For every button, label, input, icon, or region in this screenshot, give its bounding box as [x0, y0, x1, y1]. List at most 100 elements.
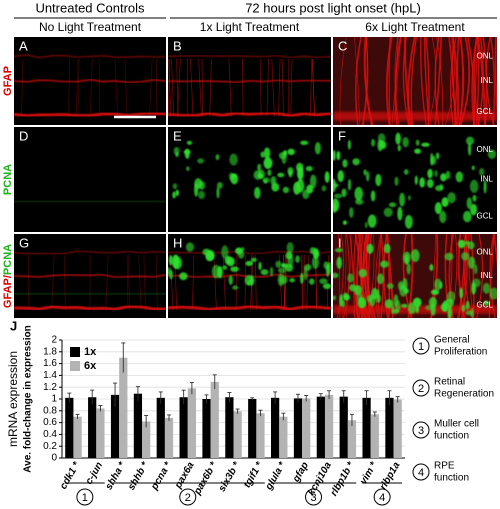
pcna-nucleus — [397, 206, 403, 221]
group-description: function — [434, 473, 469, 484]
pcna-nucleus — [457, 239, 466, 249]
pcna-nucleus — [394, 176, 399, 186]
gfap-band — [168, 111, 331, 118]
pcna-nucleus — [461, 251, 470, 261]
pcna-nucleus — [333, 202, 337, 214]
pcna-nucleus — [466, 197, 473, 210]
error-bar — [349, 413, 354, 427]
error-bar — [387, 390, 392, 405]
gfap-band — [14, 273, 166, 279]
error-bar — [181, 389, 186, 405]
pcna-faint — [14, 200, 166, 203]
pcna-nucleus — [282, 186, 290, 194]
pcna-nucleus — [466, 241, 475, 250]
bar — [316, 396, 325, 458]
pcna-nucleus — [249, 275, 255, 286]
pcna-nucleus — [175, 189, 179, 197]
y-tick-label: 1.8 — [43, 346, 57, 357]
bar — [164, 417, 174, 458]
gfap-fiber — [126, 254, 129, 310]
error-bar — [372, 411, 377, 417]
pcna-nucleus — [322, 283, 331, 290]
pcna-nucleus — [439, 281, 443, 289]
bar — [271, 397, 280, 458]
pcna-nucleus — [173, 146, 180, 155]
bar — [187, 388, 196, 458]
pcna-nucleus — [469, 179, 479, 193]
group-number: 4 — [418, 467, 424, 479]
legend-swatch — [70, 347, 80, 357]
pcna-nucleus — [465, 300, 470, 310]
micrograph-content — [333, 234, 497, 318]
gfap-fiber — [235, 254, 238, 310]
gfap-fiber — [266, 58, 269, 117]
pcna-nucleus — [349, 284, 357, 292]
legend-label: 6x — [84, 360, 97, 372]
group-description: Proliferation — [434, 347, 487, 358]
pcna-nucleus — [404, 214, 413, 229]
pcna-nucleus — [250, 257, 257, 263]
pcna-nucleus — [435, 185, 444, 192]
gfap-fiber — [156, 254, 158, 310]
group-number: 3 — [310, 492, 316, 504]
group-circle — [412, 463, 430, 481]
pcna-nucleus — [383, 207, 393, 217]
gfap-fiber — [75, 58, 79, 117]
gfap-fiber — [311, 58, 316, 117]
gfap-fiber — [271, 58, 275, 117]
pcna-nucleus — [300, 272, 304, 284]
y-tick-label: 1.4 — [43, 370, 57, 381]
pcna-nucleus — [395, 132, 401, 145]
bar — [248, 399, 257, 458]
pcna-nucleus — [472, 194, 477, 202]
pcna-nucleus — [367, 214, 377, 228]
gfap-fiber — [51, 254, 55, 310]
bar — [225, 397, 234, 458]
pcna-nucleus — [302, 189, 310, 200]
error-bar — [144, 415, 149, 428]
gfap-fiber — [168, 58, 171, 117]
group-description: Retinal — [434, 377, 465, 388]
group-header: 72 hours post light onset (hpL) — [245, 0, 421, 15]
group-description: RPE — [434, 461, 455, 472]
micrograph: H — [168, 234, 331, 318]
bar — [393, 399, 402, 458]
error-bar — [67, 392, 72, 403]
pcna-nucleus — [482, 282, 491, 294]
y-tick-label: 0.8 — [43, 405, 57, 416]
pcna-nucleus — [296, 166, 304, 180]
pcna-nucleus — [286, 242, 294, 254]
pcna-nucleus — [461, 304, 466, 312]
bar — [339, 396, 348, 458]
gfap-fiber — [254, 254, 257, 310]
gfap-fiber — [281, 58, 284, 117]
group-circle — [305, 488, 323, 506]
pcna-nucleus — [447, 192, 456, 204]
panel-letter: B — [173, 38, 182, 53]
gfap-fiber — [303, 254, 305, 310]
pcna-nucleus — [309, 278, 315, 285]
pcna-nucleus — [184, 148, 190, 159]
pcna-nucleus — [459, 287, 463, 299]
pcna-nucleus — [399, 284, 407, 297]
pcna-nucleus — [471, 165, 475, 171]
bar — [210, 381, 219, 458]
pcna-nucleus — [440, 173, 447, 182]
pcna-nucleus — [447, 305, 452, 318]
panel-letter: G — [19, 235, 29, 250]
error-bar — [364, 390, 369, 405]
pcna-nucleus — [470, 203, 478, 216]
pcna-nucleus — [380, 141, 386, 149]
pcna-nucleus — [434, 170, 438, 178]
bar — [73, 416, 82, 458]
pcna-nucleus — [357, 293, 363, 302]
pcna-nucleus — [197, 158, 205, 164]
row-label: GFAP/PCNA — [2, 244, 14, 308]
group-number: 1 — [82, 492, 88, 504]
gfap-band — [333, 111, 497, 121]
column-header: 6x Light Treatment — [365, 20, 465, 34]
micrograph: F ONL INL GCL — [333, 127, 497, 232]
gfap-fiber — [63, 254, 66, 310]
gfap-fiber — [143, 254, 146, 310]
pcna-nucleus — [287, 148, 295, 156]
